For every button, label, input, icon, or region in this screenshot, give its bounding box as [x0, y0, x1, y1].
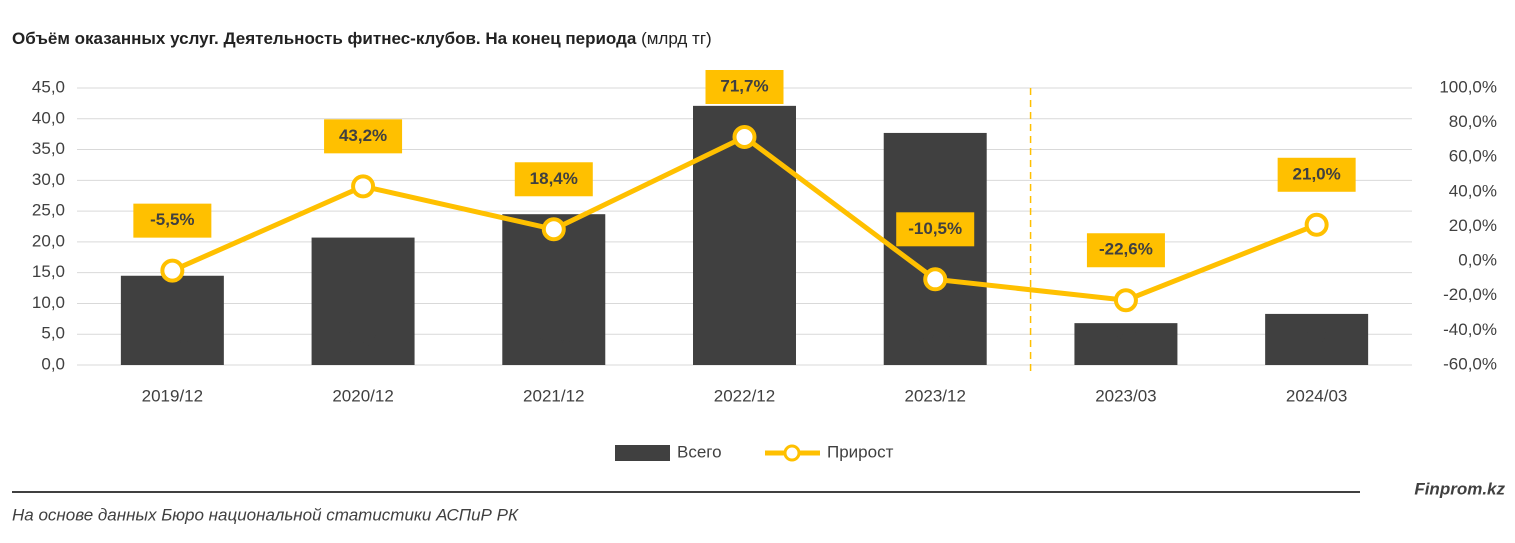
x-tick-label: 2023/12 [904, 386, 965, 405]
label-box [514, 162, 593, 197]
line-label: -10,5% [908, 219, 962, 238]
y-tick-label: 45,0 [32, 77, 65, 96]
x-tick-label: 2021/12 [523, 386, 584, 405]
y-tick-label: 20,0 [32, 231, 65, 250]
bar [883, 132, 987, 365]
y2-tick-label: 80,0% [1449, 112, 1497, 131]
line-label: 43,2% [339, 126, 387, 145]
y-tick-label: 35,0 [32, 139, 65, 158]
bar [1074, 323, 1178, 365]
legend-swatch [615, 445, 670, 461]
chart-title: Объём оказанных услуг. Деятельность фитн… [12, 29, 712, 48]
line-label: -5,5% [150, 210, 194, 229]
source: На основе данных Бюро национальной стати… [12, 505, 519, 524]
line-label: 71,7% [720, 76, 768, 95]
y-tick-label: 0,0 [41, 354, 65, 373]
bar-label: 8,3 [1305, 328, 1329, 347]
line-point [160, 258, 185, 283]
y2-tick-label: 60,0% [1449, 147, 1497, 166]
bar-label: 20,7 [347, 328, 380, 347]
line-label: 18,4% [530, 169, 578, 188]
line-point [351, 174, 376, 199]
y2-tick-label: 40,0% [1449, 181, 1497, 200]
label-box [705, 69, 784, 104]
line-point [732, 124, 757, 149]
line-point [1304, 212, 1329, 237]
brand: Finprom.kz [1414, 479, 1505, 498]
y-tick-label: 5,0 [41, 324, 65, 343]
y-tick-label: 10,0 [32, 293, 65, 312]
label-box [896, 212, 975, 247]
legend-label: Всего [677, 442, 722, 461]
label-box [1277, 157, 1356, 192]
y-tick-label: 25,0 [32, 201, 65, 220]
y2-tick-label: -20,0% [1443, 285, 1497, 304]
bar-label: 42,1 [728, 328, 761, 347]
bar [693, 105, 796, 366]
line-point [541, 217, 566, 242]
label-box [133, 203, 212, 238]
bar-label: 6,8 [1114, 328, 1138, 347]
legend-marker [783, 444, 801, 462]
bar-label: 24,5 [537, 328, 570, 347]
y2-tick-label: 0,0% [1458, 251, 1497, 270]
x-tick-label: 2023/03 [1095, 386, 1156, 405]
x-tick-label: 2020/12 [332, 386, 393, 405]
line-label: 21,0% [1293, 164, 1341, 183]
line-point [923, 267, 948, 292]
bar [1265, 313, 1369, 365]
y2-tick-label: -40,0% [1443, 320, 1497, 339]
line-label: -22,6% [1099, 240, 1153, 259]
title-unit: (млрд тг) [641, 29, 712, 48]
y-tick-label: 40,0 [32, 108, 65, 127]
line-point [1113, 288, 1138, 313]
bar-label: 14,5 [156, 328, 189, 347]
label-box [1086, 233, 1165, 268]
bar [311, 237, 415, 365]
x-tick-label: 2019/12 [142, 386, 203, 405]
x-tick-label: 2022/12 [714, 386, 775, 405]
bar [120, 275, 224, 365]
legend-label: Прирост [827, 442, 894, 461]
y-tick-label: 30,0 [32, 170, 65, 189]
y2-tick-label: 100,0% [1439, 77, 1497, 96]
bar-label: 37,7 [919, 328, 952, 347]
x-tick-label: 2024/03 [1286, 386, 1347, 405]
title-main: Объём оказанных услуг. Деятельность фитн… [12, 29, 637, 48]
y-tick-label: 15,0 [32, 262, 65, 281]
y2-tick-label: 20,0% [1449, 216, 1497, 235]
y2-tick-label: -60,0% [1443, 354, 1497, 373]
label-box [324, 119, 403, 154]
